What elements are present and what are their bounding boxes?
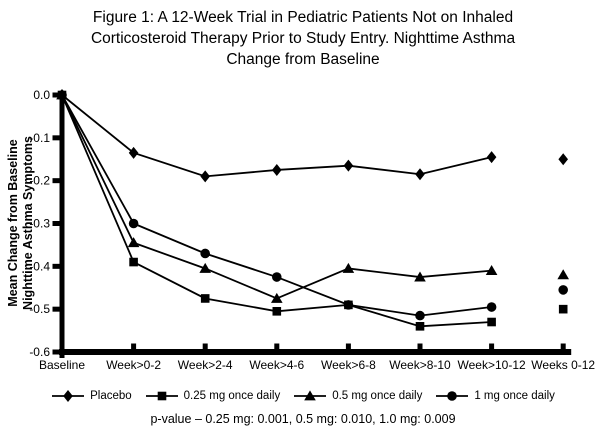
marker-diamond-icon xyxy=(200,170,210,183)
marker-square-icon xyxy=(157,391,166,401)
figure-title-line-2: Corticosteroid Therapy Prior to Study En… xyxy=(90,30,516,47)
x-tick xyxy=(131,343,137,349)
y-axis-ticks: 0.0 -0.1 -0.2 -0.3 -0.4 -0.5 -0.6 xyxy=(29,88,60,359)
legend-item-0: Placebo xyxy=(51,389,132,403)
x-tick-label: Week>0-2 xyxy=(106,358,161,372)
marker-circle-icon xyxy=(272,272,282,282)
series-line-2 xyxy=(61,94,492,300)
y-tick xyxy=(52,92,60,98)
marker-square-icon xyxy=(129,257,138,267)
marker-square-icon xyxy=(57,90,67,100)
legend-label-0: Placebo xyxy=(90,390,132,402)
x-tick-label: Baseline xyxy=(39,358,85,372)
p-value-note: p-value – 0.25 mg: 0.001, 0.5 mg: 0.010,… xyxy=(150,412,456,426)
marker-diamond-icon xyxy=(486,151,497,164)
x-tick xyxy=(560,343,566,349)
figure-title-line-3: Change from Baseline xyxy=(226,51,380,68)
x-tick-label: Week>6-8 xyxy=(321,358,376,372)
legend-diamond-icon xyxy=(52,390,85,402)
y-tick-label: 0.0 xyxy=(33,88,50,102)
y-tick-label: -0.4 xyxy=(29,259,50,273)
y-tick xyxy=(52,263,60,269)
legend-square-icon xyxy=(145,391,178,401)
marker-circle-icon xyxy=(486,302,497,312)
marker-circle-icon xyxy=(415,310,425,321)
x-tick-label: Week>4-6 xyxy=(249,358,304,372)
x-tick-label: Week>10-12 xyxy=(458,358,526,372)
series-line-3 xyxy=(61,94,492,317)
marker-square-icon xyxy=(200,294,210,303)
x-tick xyxy=(489,343,495,349)
legend-triangle-icon xyxy=(294,390,327,401)
x-tick xyxy=(202,343,208,349)
legend-circle-icon xyxy=(436,391,469,401)
y-tick xyxy=(52,349,60,355)
legend-label-2: 0.5 mg once daily xyxy=(332,390,423,402)
x-tick-label: Weeks 0-12 xyxy=(531,358,595,372)
series-markers-3 xyxy=(57,90,568,321)
figure-title-line-1: Figure 1: A 12-Week Trial in Pediatric P… xyxy=(92,9,514,26)
marker-square-icon xyxy=(487,317,496,327)
chart-legend: Placebo 0.25 mg once daily 0.5 mg once dai… xyxy=(0,389,606,403)
marker-square-icon xyxy=(272,307,282,316)
x-tick-label: Week>2-4 xyxy=(178,358,233,372)
series-markers-1 xyxy=(57,90,568,331)
y-tick xyxy=(52,221,60,226)
x-tick xyxy=(345,343,351,349)
marker-square-icon xyxy=(415,322,425,331)
marker-triangle-icon xyxy=(342,262,355,273)
marker-triangle-icon xyxy=(485,265,498,276)
y-tick-label: -0.1 xyxy=(29,131,50,145)
marker-circle-icon xyxy=(128,218,139,229)
marker-square-icon xyxy=(344,300,353,310)
y-tick-label: -0.3 xyxy=(29,217,50,231)
y-tick-label: -0.6 xyxy=(29,345,50,359)
legend-label-3: 1 mg once daily xyxy=(474,390,555,402)
x-axis-line xyxy=(59,349,572,355)
marker-triangle-icon xyxy=(414,271,426,282)
marker-triangle-icon xyxy=(127,237,140,248)
marker-circle-icon xyxy=(447,391,458,401)
marker-diamond-icon xyxy=(128,146,139,159)
marker-diamond-icon xyxy=(558,153,568,166)
x-tick-label: Week>8-10 xyxy=(389,358,451,372)
marker-triangle-icon xyxy=(271,292,283,303)
x-axis-ticks: Baseline Week>0-2 Week>2-4 Week>4-6 Week>6-8… xyxy=(39,343,595,372)
y-tick xyxy=(52,306,60,312)
y-tick xyxy=(52,178,60,184)
x-tick xyxy=(59,343,65,349)
marker-diamond-icon xyxy=(343,159,354,172)
marker-triangle-icon xyxy=(304,390,317,401)
marker-triangle-icon xyxy=(199,262,211,273)
marker-diamond-icon xyxy=(272,163,282,176)
figure-title: Figure 1: A 12-Week Trial in Pediatric P… xyxy=(0,7,606,70)
marker-diamond-icon xyxy=(63,390,73,402)
y-axis-line xyxy=(59,91,65,358)
legend-item-2: 0.5 mg once daily xyxy=(293,389,422,403)
x-tick xyxy=(274,343,280,349)
x-tick xyxy=(417,343,423,349)
y-tick-label: -0.2 xyxy=(29,174,50,188)
y-tick-label: -0.5 xyxy=(29,302,50,316)
marker-circle-icon xyxy=(200,248,210,259)
series-markers-2 xyxy=(56,89,569,303)
marker-square-icon xyxy=(558,304,568,314)
marker-circle-icon xyxy=(558,285,568,295)
marker-triangle-icon xyxy=(557,269,569,280)
legend-item-1: 0.25 mg once daily xyxy=(145,389,281,403)
legend-label-1: 0.25 mg once daily xyxy=(183,390,281,402)
marker-diamond-icon xyxy=(415,168,425,181)
y-tick xyxy=(52,135,60,141)
legend-item-3: 1 mg once daily xyxy=(435,389,555,403)
